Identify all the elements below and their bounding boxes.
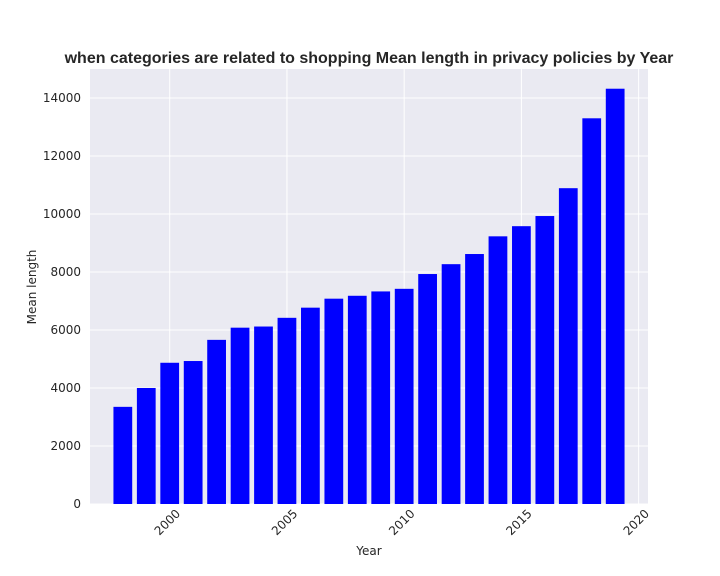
bar-2010 (394, 288, 414, 504)
bar-2009 (371, 291, 391, 504)
bar-2000 (160, 362, 180, 504)
bar-2008 (347, 295, 367, 504)
bar-2011 (418, 274, 437, 504)
grid-lines (90, 69, 648, 505)
x-axis-ticks: 2000 2005 2010 2015 2020 (152, 507, 652, 538)
y-tick-label-0: 0 (73, 497, 81, 511)
y-tick-label-2000: 2000 (50, 439, 81, 453)
bar-2006 (301, 307, 320, 504)
x-tick-label-2015: 2015 (503, 507, 534, 538)
y-axis-label: Mean length (25, 250, 39, 325)
bar-2016 (535, 216, 555, 504)
bar-2002 (207, 339, 226, 504)
x-tick-label-2000: 2000 (152, 507, 183, 538)
y-tick-label-12000: 12000 (43, 149, 81, 163)
bar-2012 (441, 264, 461, 504)
bars (113, 88, 625, 505)
y-tick-label-6000: 6000 (50, 323, 81, 337)
bar-2004 (254, 326, 273, 504)
bar-1998 (113, 406, 133, 504)
bar-2018 (582, 118, 602, 505)
x-tick-label-2005: 2005 (269, 507, 300, 538)
bar-2013 (465, 254, 484, 504)
bar-2005 (277, 317, 297, 504)
y-axis-ticks: 0 2000 4000 6000 8000 10000 12000 14000 (43, 91, 81, 511)
bar-2015 (512, 226, 531, 504)
y-tick-label-14000: 14000 (43, 91, 81, 105)
chart-title: when categories are related to shopping … (64, 50, 674, 67)
y-tick-label-8000: 8000 (50, 265, 81, 279)
plot-area (90, 69, 648, 504)
x-tick-label-2010: 2010 (386, 507, 417, 538)
bar-2017 (558, 188, 578, 504)
x-tick-label-2020: 2020 (621, 507, 652, 538)
bar-2001 (183, 361, 203, 504)
x-axis-label: Year (355, 544, 381, 558)
y-tick-label-4000: 4000 (50, 381, 81, 395)
y-tick-label-10000: 10000 (43, 207, 81, 221)
bar-2019 (605, 88, 625, 504)
bar-1999 (136, 388, 156, 504)
bar-2014 (488, 236, 508, 504)
bar-2007 (324, 298, 344, 504)
bar-2003 (230, 327, 250, 504)
